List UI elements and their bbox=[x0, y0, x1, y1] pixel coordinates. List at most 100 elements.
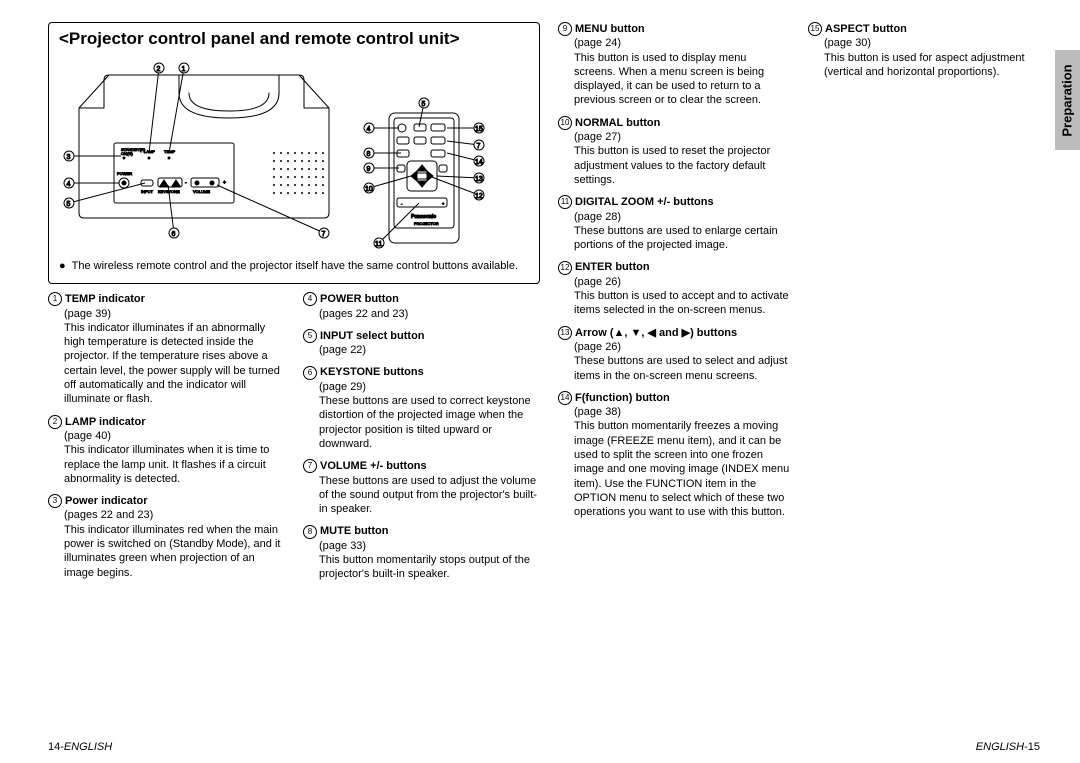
item-block: 1TEMP indicator(page 39)This indicator i… bbox=[48, 292, 285, 406]
svg-text:+: + bbox=[442, 201, 445, 206]
item-page-ref: (page 27) bbox=[558, 130, 790, 144]
item-number-icon: 2 bbox=[48, 415, 62, 429]
item-page-ref: (page 29) bbox=[303, 380, 540, 394]
svg-text:VOLUME: VOLUME bbox=[193, 189, 210, 194]
svg-text:4: 4 bbox=[367, 126, 371, 133]
column-2: 4POWER button (pages 22 and 23) 5INPUT sel… bbox=[303, 292, 540, 589]
item-title: 10NORMAL button bbox=[558, 116, 790, 130]
item-description: These buttons are used to enlarge certai… bbox=[558, 224, 790, 253]
item-title: 8MUTE button bbox=[303, 524, 540, 538]
svg-text:13: 13 bbox=[475, 176, 483, 183]
svg-text:Panasonic: Panasonic bbox=[411, 214, 436, 220]
item-block: 7VOLUME +/- buttonsThese buttons are use… bbox=[303, 459, 540, 516]
item-title: 9MENU button bbox=[558, 22, 790, 36]
item-title: 1TEMP indicator bbox=[48, 292, 285, 306]
svg-text:POWER: POWER bbox=[117, 171, 132, 176]
item-title: 6KEYSTONE buttons bbox=[303, 365, 540, 379]
item-block: 2LAMP indicator(page 40)This indicator i… bbox=[48, 415, 285, 486]
item-title-text: INPUT select button bbox=[320, 330, 425, 342]
item-block: 9MENU button(page 24)This button is used… bbox=[558, 22, 790, 108]
item-title-text: DIGITAL ZOOM +/- buttons bbox=[575, 196, 714, 208]
column-3: 9MENU button(page 24)This button is used… bbox=[558, 22, 790, 722]
item-title: 15ASPECT button bbox=[808, 22, 1040, 36]
diagram-box: <Projector control panel and remote cont… bbox=[48, 22, 540, 284]
svg-text:7: 7 bbox=[322, 231, 326, 238]
item-page-ref: (pages 22 and 23) bbox=[48, 508, 285, 522]
item-page-ref: (page 30) bbox=[808, 36, 1040, 50]
item-title: 12ENTER button bbox=[558, 260, 790, 274]
item-number-icon: 4 bbox=[303, 292, 317, 306]
item-number-icon: 5 bbox=[303, 329, 317, 343]
svg-text:3: 3 bbox=[67, 154, 71, 161]
item-description: This indicator illuminates when it is ti… bbox=[48, 443, 285, 486]
item-block: 5INPUT select button(page 22) bbox=[303, 329, 540, 358]
item-title-text: MUTE button bbox=[320, 525, 388, 537]
item-page-ref: (page 38) bbox=[558, 405, 790, 419]
item-title-text: POWER button bbox=[320, 293, 399, 305]
svg-text:10: 10 bbox=[365, 186, 373, 193]
item-page-ref: (page 40) bbox=[48, 429, 285, 443]
item-page-ref: (page 39) bbox=[48, 307, 285, 321]
svg-text:9: 9 bbox=[367, 166, 371, 173]
item-page-ref: (page 22) bbox=[303, 343, 540, 357]
page-footer: 14- ENGLISH ENGLISH-15 bbox=[48, 741, 1040, 753]
item-block: 10NORMAL button(page 27)This button is u… bbox=[558, 116, 790, 187]
item-page-ref: (page 26) bbox=[558, 340, 790, 354]
svg-text:-: - bbox=[185, 180, 187, 186]
footer-right-num: -15 bbox=[1024, 741, 1040, 753]
item-number-icon: 9 bbox=[558, 22, 572, 36]
svg-text:7: 7 bbox=[477, 143, 481, 150]
section-tab: Preparation bbox=[1055, 50, 1080, 150]
svg-text:PROJECTOR: PROJECTOR bbox=[414, 221, 439, 226]
item-title-text: NORMAL button bbox=[575, 117, 660, 129]
item-block: 15ASPECT button(page 30)This button is u… bbox=[808, 22, 1040, 79]
main-content: <Projector control panel and remote cont… bbox=[48, 22, 1040, 722]
diagram-note-text: The wireless remote control and the proj… bbox=[72, 259, 518, 273]
item-description: These buttons are used to correct keysto… bbox=[303, 394, 540, 451]
svg-text:15: 15 bbox=[475, 126, 483, 133]
item-title-text: LAMP indicator bbox=[65, 416, 145, 428]
item-number-icon: 10 bbox=[558, 116, 572, 130]
footer-right: ENGLISH-15 bbox=[976, 741, 1040, 753]
item-title-text: Power indicator bbox=[65, 495, 148, 507]
svg-text:1: 1 bbox=[182, 66, 186, 73]
item-title: 3Power indicator bbox=[48, 494, 285, 508]
footer-left-num: 14- bbox=[48, 741, 64, 753]
item-title-text: TEMP indicator bbox=[65, 293, 145, 305]
item-description: These buttons are used to adjust the vol… bbox=[303, 474, 540, 517]
item-block: 3Power indicator(pages 22 and 23)This in… bbox=[48, 494, 285, 580]
item-description: This indicator illuminates red when the … bbox=[48, 523, 285, 580]
svg-text:8: 8 bbox=[367, 151, 371, 158]
item-title: 2LAMP indicator bbox=[48, 415, 285, 429]
item-title: 14F(function) button bbox=[558, 391, 790, 405]
item-description: This button is used for aspect adjustmen… bbox=[808, 51, 1040, 80]
item-number-icon: 1 bbox=[48, 292, 62, 306]
svg-text:11: 11 bbox=[375, 241, 382, 248]
item-block: 8MUTE button(page 33)This button momenta… bbox=[303, 524, 540, 581]
item-title: 11DIGITAL ZOOM +/- buttons bbox=[558, 195, 790, 209]
item-description: These buttons are used to select and adj… bbox=[558, 354, 790, 383]
item-title-text: VOLUME +/- buttons bbox=[320, 460, 427, 472]
svg-text:14: 14 bbox=[475, 159, 483, 166]
svg-text:4: 4 bbox=[67, 181, 71, 188]
item-description: This button is used to display menu scre… bbox=[558, 51, 790, 108]
item-title: 13Arrow (▲, ▼, ◀ and ▶) buttons bbox=[558, 326, 790, 340]
item-page-ref: (page 33) bbox=[303, 539, 540, 553]
svg-text:+: + bbox=[223, 180, 226, 186]
item-title-text: F(function) button bbox=[575, 392, 670, 404]
item-number-icon: 6 bbox=[303, 366, 317, 380]
svg-text:-: - bbox=[401, 201, 403, 206]
item-description: This button is used to accept and to act… bbox=[558, 289, 790, 318]
lower-columns: 1TEMP indicator(page 39)This indicator i… bbox=[48, 292, 540, 589]
svg-text:6: 6 bbox=[172, 231, 176, 238]
footer-right-text: ENGLISH bbox=[976, 741, 1024, 753]
item-number-icon: 8 bbox=[303, 525, 317, 539]
item-title: 7VOLUME +/- buttons bbox=[303, 459, 540, 473]
item-page-ref: (page 24) bbox=[558, 36, 790, 50]
item-number-icon: 3 bbox=[48, 494, 62, 508]
left-block: <Projector control panel and remote cont… bbox=[48, 22, 540, 722]
item-page-ref: (page 28) bbox=[558, 210, 790, 224]
item-description: This button momentarily stops output of … bbox=[303, 553, 540, 582]
item-page-ref: (pages 22 and 23) bbox=[303, 307, 540, 321]
item-title-text: KEYSTONE buttons bbox=[320, 366, 424, 378]
